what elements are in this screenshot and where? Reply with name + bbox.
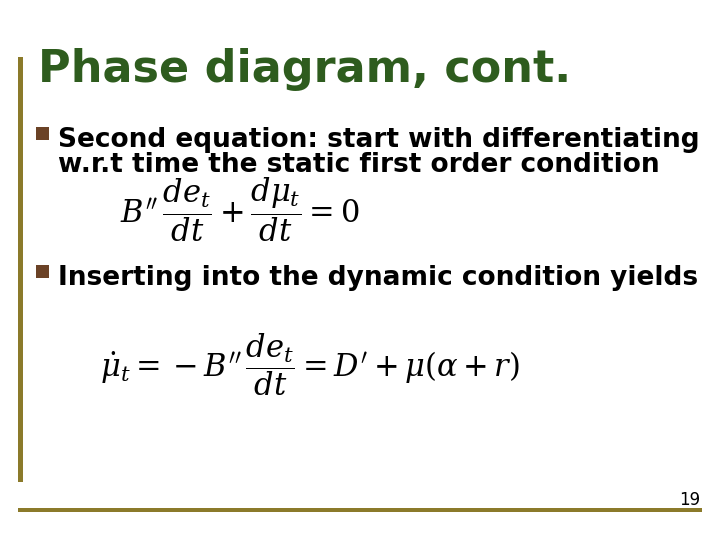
Bar <box>18 508 702 512</box>
Text: $B''\,\dfrac{de_t}{dt} + \dfrac{d\mu_t}{dt} = 0$: $B''\,\dfrac{de_t}{dt} + \dfrac{d\mu_t}{… <box>120 176 359 244</box>
Text: 19: 19 <box>679 491 700 509</box>
Text: Inserting into the dynamic condition yields: Inserting into the dynamic condition yie… <box>58 265 698 291</box>
Bar <box>18 57 23 482</box>
Text: Phase diagram, cont.: Phase diagram, cont. <box>38 48 571 91</box>
Text: $\dot{\mu}_t = -B''\,\dfrac{de_t}{dt} = D' + \mu(\alpha + r)$: $\dot{\mu}_t = -B''\,\dfrac{de_t}{dt} = … <box>100 332 520 399</box>
Text: Second equation: start with differentiating: Second equation: start with differentiat… <box>58 127 700 153</box>
Bar <box>36 265 49 278</box>
Bar <box>36 127 49 140</box>
Text: w.r.t time the static first order condition: w.r.t time the static first order condit… <box>58 152 660 178</box>
